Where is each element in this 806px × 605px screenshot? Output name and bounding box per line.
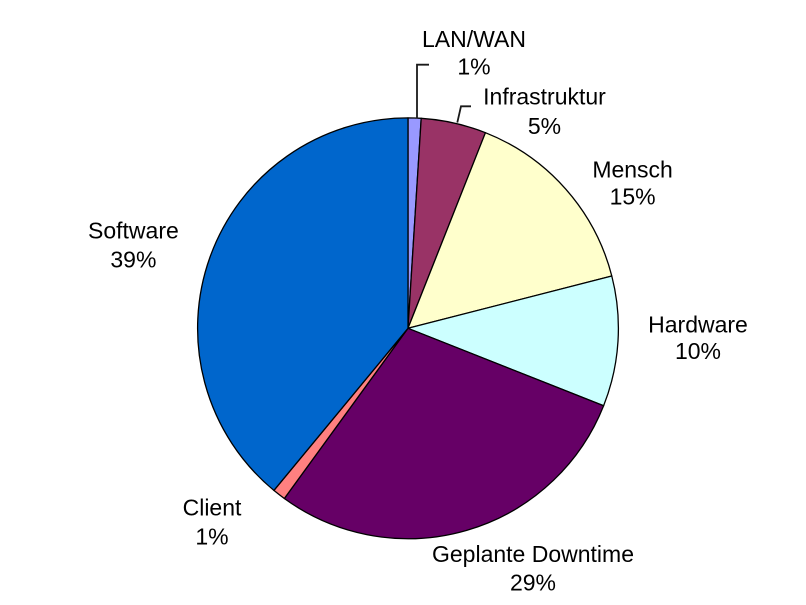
svg-text:1%: 1%: [195, 524, 228, 550]
svg-text:Geplante Downtime: Geplante Downtime: [432, 541, 634, 567]
svg-text:Software: Software: [88, 218, 179, 244]
svg-text:10%: 10%: [675, 338, 721, 364]
svg-text:29%: 29%: [510, 570, 556, 596]
svg-text:1%: 1%: [457, 54, 490, 80]
svg-text:15%: 15%: [610, 183, 656, 209]
svg-text:Mensch: Mensch: [592, 156, 673, 182]
svg-text:39%: 39%: [110, 247, 156, 273]
svg-text:Hardware: Hardware: [648, 311, 748, 337]
svg-text:LAN/WAN: LAN/WAN: [422, 26, 526, 52]
svg-text:Client: Client: [183, 495, 242, 521]
svg-text:5%: 5%: [528, 113, 561, 139]
svg-text:Infrastruktur: Infrastruktur: [483, 84, 606, 110]
